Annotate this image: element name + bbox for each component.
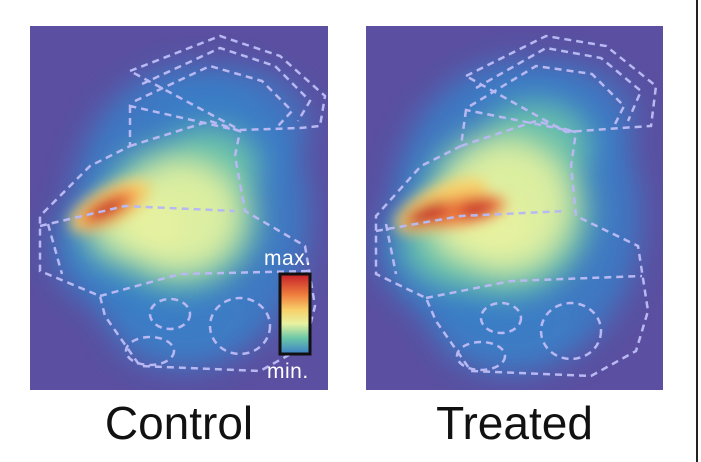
region-outlines	[374, 34, 658, 378]
colorbar-max-label: max.	[264, 247, 312, 270]
heatmap-density-high	[69, 179, 151, 233]
treated-heatmap-image	[366, 26, 663, 390]
colorbar-min-label: min.	[267, 360, 309, 383]
heatmap-density-mid	[80, 126, 260, 291]
treated-heatmap-panel	[366, 26, 663, 390]
treated-caption: Treated	[436, 397, 593, 449]
control-caption: Control	[104, 397, 254, 449]
colorbar	[278, 272, 312, 356]
control-heatmap-image	[30, 26, 328, 390]
right-border-line	[696, 0, 698, 462]
region-outlines	[38, 34, 327, 373]
control-heatmap-panel	[30, 26, 328, 390]
heatmap-density-mid	[401, 101, 591, 296]
